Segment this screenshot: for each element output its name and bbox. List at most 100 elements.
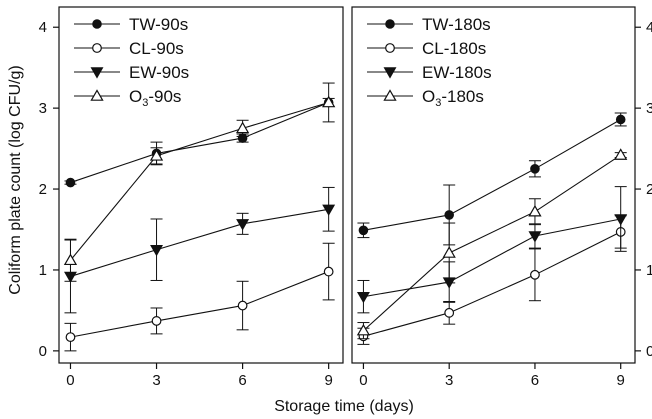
legend-label-main: EW-90s: [129, 63, 189, 82]
series-line: [363, 218, 621, 298]
data-point: [444, 210, 454, 220]
series-line: [363, 118, 621, 231]
legend-marker: [383, 89, 397, 101]
legend: TW-180s CL-180s EW-180s O3-180s: [367, 15, 492, 109]
y-tick-label: 2: [646, 181, 652, 198]
y-tick-label: 1: [646, 262, 652, 279]
legend-label-rest: -90s: [148, 87, 181, 106]
legend-item: EW-90s: [74, 63, 189, 82]
x-tick-label: 6: [238, 372, 246, 389]
data-point: [236, 219, 250, 231]
legend-label-main: O: [129, 87, 142, 106]
legend-label-main: TW-180s: [422, 15, 491, 34]
legend-label-main: O: [422, 87, 435, 106]
legend-label-main: EW-180s: [422, 63, 492, 82]
series-line: [363, 231, 621, 337]
data-point: [151, 316, 162, 326]
data-point: [442, 246, 456, 258]
series-EW-90s: [64, 186, 336, 314]
y-tick-label: 0: [39, 343, 47, 360]
y-tick-label: 1: [39, 262, 47, 279]
legend-label: O3-180s: [422, 87, 484, 109]
legend-item: TW-180s: [367, 15, 491, 34]
legend-label: O3-90s: [129, 87, 181, 109]
y-tick-label: 0: [646, 343, 652, 360]
legend-marker: [385, 19, 395, 29]
data-point: [614, 148, 628, 160]
legend-label-main: CL-90s: [129, 39, 184, 58]
legend-marker: [383, 67, 397, 79]
x-tick-label: 3: [445, 372, 453, 389]
series-line: [70, 208, 329, 277]
series-line: [70, 101, 329, 184]
data-point: [237, 300, 248, 311]
legend-label: TW-90s: [129, 15, 188, 34]
legend-label-subscript: 3: [142, 97, 148, 109]
data-point: [356, 291, 370, 304]
legend-item: TW-90s: [74, 15, 188, 34]
legend-label: TW-180s: [422, 15, 491, 34]
data-point: [150, 245, 163, 257]
legend-label-main: TW-90s: [129, 15, 188, 34]
legend-label: CL-180s: [422, 39, 486, 58]
data-point: [322, 95, 336, 108]
legend-label: CL-90s: [129, 39, 184, 58]
legend-item: EW-180s: [367, 63, 492, 82]
series-line: [363, 154, 622, 332]
data-point: [528, 204, 542, 217]
data-point: [65, 332, 76, 343]
legend-marker: [90, 67, 104, 79]
data-point: [530, 269, 540, 280]
x-tick-label: 9: [617, 372, 625, 389]
data-point: [322, 204, 336, 216]
data-point: [615, 114, 626, 125]
y-axis-title: Coliform plate count (log CFU/g): [7, 65, 24, 294]
legend-label: EW-90s: [129, 63, 189, 82]
data-point: [444, 307, 455, 318]
series-O3-90s: [63, 82, 336, 282]
series-O3-180s: [356, 148, 628, 340]
legend-marker: [90, 89, 104, 101]
series-EW-180s: [356, 186, 628, 314]
data-point: [358, 225, 369, 236]
x-tick-label: 9: [324, 372, 332, 389]
plot-frame: [351, 6, 636, 364]
legend-label-main: CL-180s: [422, 39, 486, 58]
series-TW-180s: [357, 112, 627, 246]
series-CL-90s: [64, 242, 335, 352]
legend-item: O3-90s: [74, 87, 181, 109]
y-tick-label: 4: [646, 19, 652, 36]
legend-item: O3-180s: [367, 87, 484, 109]
y-tick-label: 4: [39, 19, 47, 36]
legend-label-rest: -180s: [441, 87, 484, 106]
legend-item: CL-90s: [74, 39, 184, 58]
legend-item: CL-180s: [367, 39, 486, 58]
x-tick-label: 0: [66, 372, 74, 389]
x-tick-label: 6: [531, 372, 539, 389]
data-point: [528, 231, 542, 243]
data-point: [356, 323, 371, 336]
x-tick-label: 0: [359, 372, 367, 389]
legend-marker: [92, 43, 102, 53]
series-line: [70, 271, 329, 338]
series-line: [70, 101, 329, 261]
data-point: [614, 214, 628, 226]
x-tick-label: 3: [152, 372, 160, 389]
legend-marker: [92, 19, 102, 29]
data-point: [65, 177, 76, 188]
legend-label-subscript: 3: [435, 97, 441, 109]
plot-frame: [58, 6, 344, 364]
y-tick-label: 3: [646, 100, 652, 117]
legend: TW-90s CL-90s EW-90s O3-90s: [74, 15, 189, 109]
left-panel: 0 3 6 9 0 1 2 3 4 TW-90s CL-90s EW-90s O3-90s: [39, 6, 344, 389]
y-tick-label: 2: [39, 181, 47, 198]
data-point: [530, 164, 540, 174]
legend-marker: [385, 43, 395, 53]
x-axis-title: Storage time (days): [274, 398, 414, 415]
data-point: [323, 266, 334, 277]
data-point: [63, 253, 78, 266]
data-point: [149, 149, 164, 161]
legend-label: EW-180s: [422, 63, 492, 82]
